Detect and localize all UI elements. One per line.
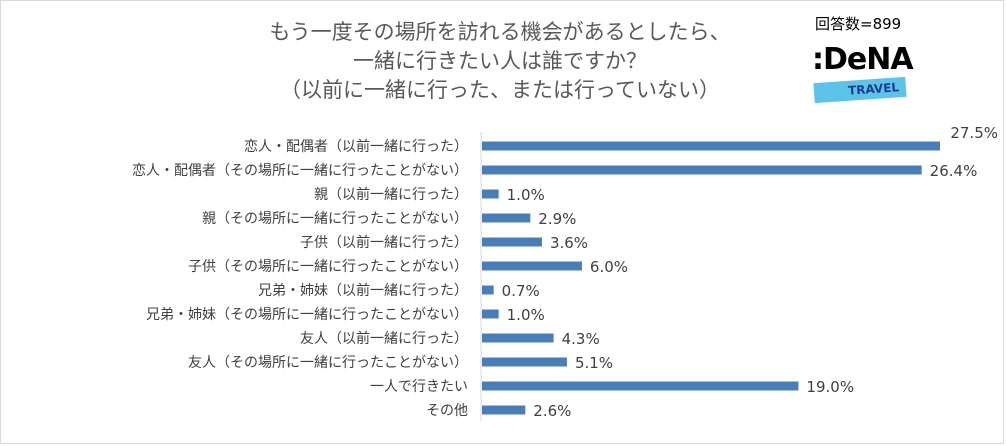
title-line-3: （以前に一緒に行った、または行っていない） [280,78,720,102]
category-label: 兄弟・姉妹（以前一緒に行った） [258,282,468,299]
value-label: 4.3% [562,330,600,348]
value-label: 1.0% [507,186,545,204]
bar [482,237,542,247]
value-label: 2.6% [533,402,571,420]
bar [482,381,799,391]
title-line-2: 一緒に行きたい人は誰ですか？ [353,49,647,73]
bar [482,141,940,151]
logo-wordmark: :DeNA [812,42,914,77]
category-label: 子供（以前一緒に行った） [300,234,468,251]
value-label: 19.0% [806,378,854,396]
title-line-1: もう一度その場所を訪れる機会があるとしたら、 [269,20,731,44]
bar [482,261,582,271]
dena-travel-logo: :DeNA TRAVEL [808,42,918,104]
category-label: 友人（以前一緒に行った） [300,330,468,347]
bars [482,141,940,415]
bar [482,285,494,295]
category-label: 親（以前一緒に行った） [314,186,468,203]
value-label: 3.6% [550,234,588,252]
bar [482,405,526,415]
value-label: 26.4% [930,162,978,180]
chart-title: もう一度その場所を訪れる機会があるとしたら、 一緒に行きたい人は誰ですか？ （以… [205,18,795,105]
value-label: 5.1% [575,354,613,372]
value-label: 0.7% [502,282,540,300]
bar [482,189,499,199]
value-label: 2.9% [538,210,576,228]
bar [482,165,922,175]
category-label: 子供（その場所に一緒に行ったことがない） [188,259,468,275]
category-label: 親（その場所に一緒に行ったことがない） [202,211,468,227]
respondent-count: 回答数=899 [815,15,902,33]
category-label: 恋人・配偶者（その場所に一緒に行ったことがない） [132,162,468,179]
bar [482,333,554,343]
category-label: 兄弟・姉妹（その場所に一緒に行ったことがない） [146,307,468,323]
bar [482,357,567,367]
value-label: 27.5% [950,124,998,142]
value-labels: 27.5% 26.4% 1.0% 2.9% 3.6%6.0% 0.7% 1.0% 4.3% 5.… [502,124,998,420]
category-label: 一人で行きたい [370,379,468,395]
bar [482,213,531,223]
value-label: 1.0% [507,306,545,324]
value-label: 6.0% [590,258,628,276]
category-label: 恋人・配偶者（以前一緒に行った） [244,138,468,155]
category-labels: 恋人・配偶者（以前一緒に行った） 恋人・配偶者（その場所に一緒に行ったことがない）… [132,138,468,419]
category-label: 友人（その場所に一緒に行ったことがない） [188,355,468,371]
category-label: その他 [426,403,468,419]
bar [482,309,499,319]
